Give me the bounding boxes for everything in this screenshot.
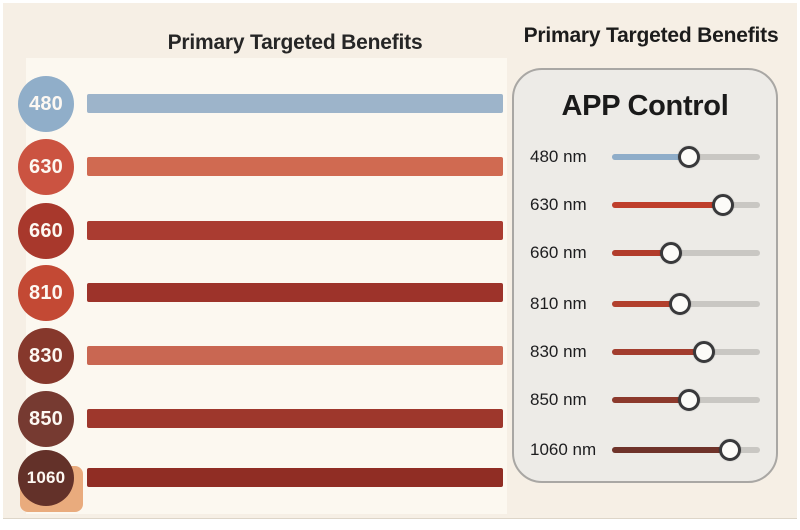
benefit-bar [87, 157, 503, 176]
slider-track[interactable] [612, 194, 760, 216]
slider-label: 810 nm [530, 294, 587, 313]
slider-fill [612, 301, 681, 307]
wavelength-badge: 480 [18, 76, 74, 132]
slider-track[interactable] [612, 146, 760, 168]
slider-fill [612, 349, 704, 355]
benefit-bar [87, 221, 503, 240]
slider-fill [612, 154, 689, 160]
slider-label: 850 nm [530, 390, 587, 409]
slider-track[interactable] [612, 293, 760, 315]
slider-thumb[interactable] [677, 389, 700, 411]
slider-track[interactable] [612, 439, 760, 461]
wavelength-badge: 660 [18, 203, 74, 259]
slider-track[interactable] [612, 389, 760, 411]
slider-thumb[interactable] [669, 293, 692, 315]
app-panel-title: Primary Targeted Benefits [523, 24, 779, 47]
slider-fill [612, 202, 723, 208]
slider-label: 480 nm [530, 147, 587, 166]
app-control-heading: APP Control [561, 90, 729, 122]
slider-track[interactable] [612, 242, 760, 264]
slider-label: 630 nm [530, 195, 587, 214]
benefit-bar [87, 283, 503, 302]
wavelength-badge: 810 [18, 265, 74, 321]
wavelength-badge: 830 [18, 328, 74, 384]
slider-fill [612, 250, 672, 256]
slider-thumb[interactable] [719, 439, 742, 461]
wavelength-badge: 850 [18, 391, 74, 447]
benefit-bar [87, 468, 503, 487]
app-control-panel: APP Control 480 nm 630 nm 660 nm 810 nm 830 … [512, 68, 778, 483]
slider-label: 1060 nm [530, 440, 597, 459]
slider-label: 830 nm [530, 342, 587, 361]
slider-fill [612, 447, 731, 453]
benefit-bar [87, 409, 503, 428]
slider-thumb[interactable] [712, 194, 734, 216]
bar-chart-title: Primary Targeted Benefits [167, 31, 423, 54]
wavelength-badge: 630 [18, 139, 74, 195]
benefit-bar [87, 346, 503, 365]
slider-label: 660 nm [530, 243, 587, 262]
wavelength-badge: 1060 [18, 450, 74, 506]
benefit-bar [87, 94, 503, 113]
slider-thumb[interactable] [692, 341, 715, 363]
slider-thumb[interactable] [677, 146, 700, 168]
slider-track[interactable] [612, 341, 760, 363]
slider-fill [612, 397, 689, 403]
slider-thumb[interactable] [660, 242, 683, 264]
